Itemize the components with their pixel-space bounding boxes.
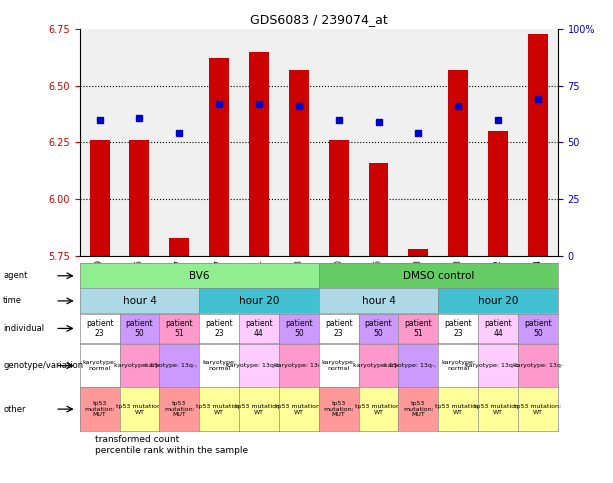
Text: tp53 mutation:
WT: tp53 mutation: WT (435, 404, 482, 414)
Text: patient
23: patient 23 (205, 319, 233, 338)
Text: patient
51: patient 51 (405, 319, 432, 338)
Text: tp53
mutation:
MUT: tp53 mutation: MUT (403, 401, 434, 417)
Bar (209, 58, 229, 256)
Title: GDS6083 / 239074_at: GDS6083 / 239074_at (250, 14, 387, 27)
Bar (329, 140, 349, 256)
Text: patient
23: patient 23 (444, 319, 472, 338)
Bar (448, 70, 468, 256)
Text: DMSO control: DMSO control (403, 271, 474, 281)
Text: karyotype:
normal: karyotype: normal (441, 360, 475, 371)
Text: tp53
mutation:
MUT: tp53 mutation: MUT (84, 401, 115, 417)
Text: agent: agent (3, 271, 28, 280)
Text: tp53
mutation:
MUT: tp53 mutation: MUT (164, 401, 195, 417)
Text: hour 20: hour 20 (478, 296, 518, 306)
Text: patient
51: patient 51 (166, 319, 193, 338)
Bar (408, 249, 428, 256)
Text: karyotype:
normal: karyotype: normal (322, 360, 356, 371)
Text: karyotype: 13q-: karyotype: 13q- (115, 363, 164, 368)
Bar (89, 140, 110, 256)
Text: karyotype: 13q-, 14q-: karyotype: 13q-, 14q- (145, 363, 213, 368)
Text: time: time (3, 297, 22, 305)
Text: tp53 mutation:
WT: tp53 mutation: WT (235, 404, 283, 414)
Text: karyotype:
normal: karyotype: normal (202, 360, 236, 371)
Bar (528, 33, 548, 256)
Bar (129, 140, 150, 256)
Bar (488, 131, 508, 256)
Text: hour 4: hour 4 (123, 296, 156, 306)
Bar (169, 238, 189, 256)
Text: patient
23: patient 23 (325, 319, 352, 338)
Text: individual: individual (3, 324, 44, 333)
Text: BV6: BV6 (189, 271, 210, 281)
Text: percentile rank within the sample: percentile rank within the sample (95, 446, 248, 455)
Text: tp53 mutation:
WT: tp53 mutation: WT (196, 404, 243, 414)
Text: karyotype: 13q-: karyotype: 13q- (274, 363, 324, 368)
Text: karyotype: 13q-: karyotype: 13q- (354, 363, 403, 368)
Text: other: other (3, 405, 26, 413)
Text: transformed count: transformed count (95, 435, 179, 444)
Bar (368, 163, 389, 256)
Text: karyotype:
normal: karyotype: normal (83, 360, 116, 371)
Text: hour 4: hour 4 (362, 296, 395, 306)
Bar (249, 52, 269, 256)
Text: karyotype: 13q-bidel: karyotype: 13q-bidel (226, 363, 292, 368)
Text: tp53 mutation:
WT: tp53 mutation: WT (474, 404, 522, 414)
Text: karyotype: 13q-: karyotype: 13q- (513, 363, 563, 368)
Text: tp53 mutation:
WT: tp53 mutation: WT (355, 404, 402, 414)
Text: patient
50: patient 50 (126, 319, 153, 338)
Bar (289, 70, 309, 256)
Text: hour 20: hour 20 (239, 296, 279, 306)
Text: tp53 mutation:
WT: tp53 mutation: WT (275, 404, 322, 414)
Text: patient
50: patient 50 (285, 319, 313, 338)
Text: karyotype: 13q-, 14q-: karyotype: 13q-, 14q- (384, 363, 452, 368)
Text: patient
44: patient 44 (484, 319, 512, 338)
Text: karyotype: 13q-bidel: karyotype: 13q-bidel (465, 363, 531, 368)
Text: patient
23: patient 23 (86, 319, 113, 338)
Text: tp53 mutation:
WT: tp53 mutation: WT (514, 404, 562, 414)
Text: patient
44: patient 44 (245, 319, 273, 338)
Text: patient
50: patient 50 (365, 319, 392, 338)
Text: genotype/variation: genotype/variation (3, 361, 83, 370)
Text: tp53 mutation:
WT: tp53 mutation: WT (116, 404, 163, 414)
Text: patient
50: patient 50 (524, 319, 552, 338)
Text: tp53
mutation:
MUT: tp53 mutation: MUT (323, 401, 354, 417)
